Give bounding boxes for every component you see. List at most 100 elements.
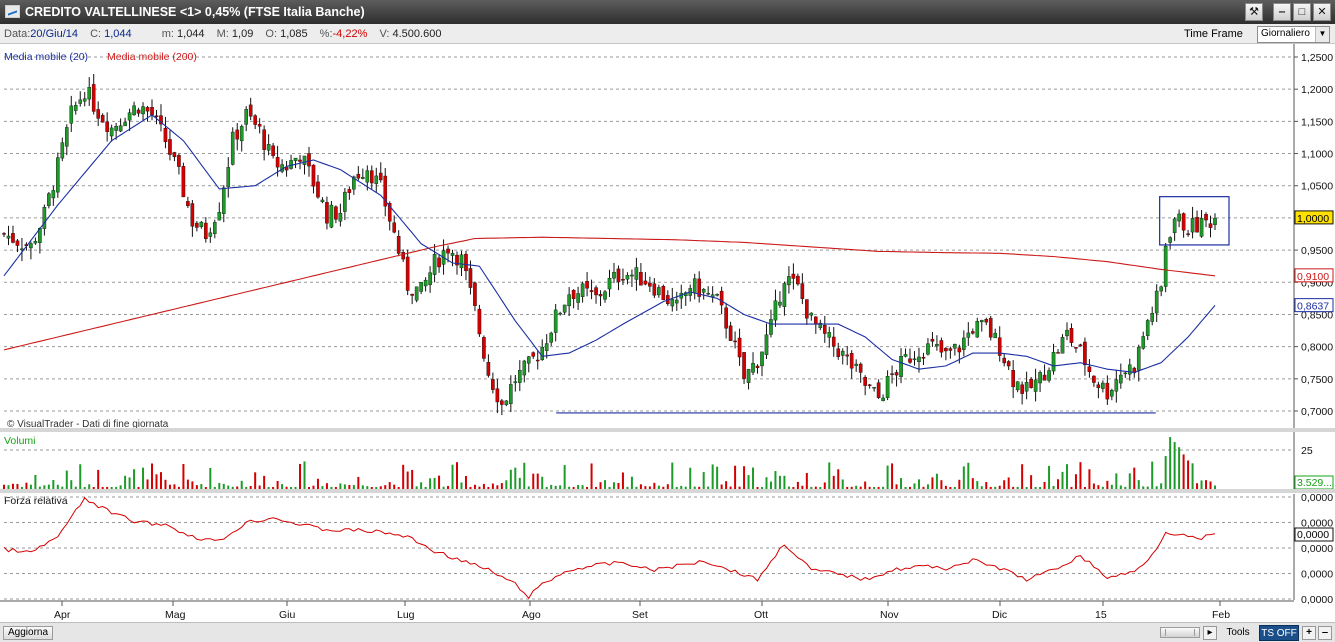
volume-bar: [312, 485, 315, 489]
panel-divider[interactable]: [0, 428, 1335, 432]
volume-bar: [92, 486, 95, 489]
zoom-in-icon[interactable]: +: [1302, 626, 1316, 640]
minimize-icon[interactable]: ‒: [1273, 3, 1291, 21]
candle-body: [473, 282, 477, 306]
candle-body: [706, 292, 710, 295]
volume-bar: [25, 482, 28, 489]
volume-bar: [998, 485, 1001, 489]
candle-body: [742, 352, 746, 379]
volume-bar: [240, 480, 243, 489]
candle-body: [1181, 213, 1186, 231]
refresh-button[interactable]: Aggiorna: [3, 626, 54, 640]
candle-body: [141, 106, 145, 115]
volume-bar: [438, 475, 441, 489]
volume-bar: [267, 486, 270, 489]
candle-body: [374, 175, 379, 184]
x-tick-label: Set: [632, 609, 648, 621]
volume-bar: [599, 482, 602, 489]
chart-area[interactable]: 1,2500 1,2000 1,1500 1,1000 1,0500 1,0000 0,95…: [0, 44, 1335, 622]
candle-body: [504, 400, 509, 405]
volume-bar: [792, 486, 795, 489]
tools-icon[interactable]: ⚒: [1245, 3, 1263, 21]
volume-bar: [738, 486, 741, 489]
candle-body: [1110, 389, 1114, 397]
candle-body: [177, 155, 181, 167]
timeframe-select[interactable]: Giornaliero ▼: [1257, 26, 1330, 43]
rsi-tick-label: 0,0000: [1301, 543, 1333, 555]
tools-button[interactable]: Tools: [1226, 627, 1250, 638]
volume-bar: [612, 482, 615, 489]
candle-body: [1033, 379, 1038, 392]
candle-body: [966, 332, 971, 338]
volume-bar: [3, 484, 5, 489]
volume-bar: [550, 484, 553, 489]
candle-body: [535, 359, 540, 362]
candle-body: [674, 299, 679, 304]
candle-body: [248, 104, 253, 117]
maximize-icon[interactable]: □: [1293, 3, 1311, 21]
volume-bar: [137, 486, 140, 489]
volume-bar: [568, 486, 571, 489]
candle-body: [208, 232, 213, 237]
panel-divider[interactable]: [0, 489, 1335, 493]
volume-bar: [541, 476, 544, 489]
volume-bar: [837, 469, 840, 489]
price-tick-label: 0,8000: [1301, 342, 1333, 354]
scroll-right-icon[interactable]: ▸: [1203, 626, 1217, 640]
volume-title: Volumi: [4, 435, 36, 447]
volume-bar: [873, 486, 876, 489]
candle-body: [652, 283, 657, 296]
candle-body: [100, 114, 105, 123]
volume-bar: [106, 486, 109, 489]
candle-body: [751, 363, 755, 373]
volume-bar: [200, 484, 203, 489]
candle-body: [1101, 382, 1105, 389]
ma200-line: [3, 236, 1216, 351]
volume-bar: [343, 484, 346, 489]
volume-bar: [828, 462, 831, 489]
chevron-down-icon[interactable]: ▼: [1315, 27, 1329, 42]
watermark: © VisualTrader - Dati di fine giornata: [7, 419, 169, 430]
volume-bar: [630, 476, 633, 489]
volume-bar: [1007, 477, 1010, 489]
volume-bar: [971, 478, 974, 489]
candle-body: [1002, 357, 1006, 364]
candle-body: [603, 291, 607, 300]
price-tick-label: 1,2000: [1301, 84, 1333, 96]
volume-bar: [734, 465, 737, 489]
candle-body: [975, 321, 980, 338]
candle-body: [361, 177, 365, 179]
candle-body: [773, 300, 778, 321]
volume-bar: [698, 486, 701, 489]
candle-body: [926, 343, 930, 355]
volume-bar: [361, 485, 364, 489]
volume-bar: [393, 484, 396, 489]
candle-body: [150, 107, 154, 116]
ma20-last-label: 0,8637: [1297, 301, 1329, 313]
volume-bar: [545, 487, 548, 489]
candle-body: [1092, 375, 1096, 383]
candle-body: [6, 235, 11, 239]
candle-body: [419, 282, 423, 292]
candle-body: [594, 287, 598, 296]
candle-body: [334, 206, 338, 220]
volume-bar: [276, 480, 279, 489]
volume-bar: [595, 486, 598, 489]
zoom-out-icon[interactable]: ‒: [1318, 626, 1332, 640]
volume-bar: [182, 464, 185, 489]
candle-body: [132, 105, 136, 116]
candle-body: [818, 322, 823, 328]
volume-bar: [204, 486, 207, 489]
candle-body: [459, 254, 464, 269]
ma200-last-label-box: [1294, 268, 1334, 283]
volume-bar: [1048, 465, 1051, 489]
candle-body: [1141, 336, 1146, 349]
price-tick-label: 1,1000: [1301, 149, 1333, 161]
ts-off-button[interactable]: TS OFF: [1259, 625, 1299, 641]
candle-body: [1074, 347, 1078, 349]
close-icon[interactable]: ✕: [1313, 3, 1331, 21]
candle-body: [239, 126, 244, 142]
horizontal-scrollbar[interactable]: [1160, 627, 1200, 638]
candle-body: [589, 290, 594, 292]
scroll-thumb[interactable]: [1165, 629, 1195, 636]
